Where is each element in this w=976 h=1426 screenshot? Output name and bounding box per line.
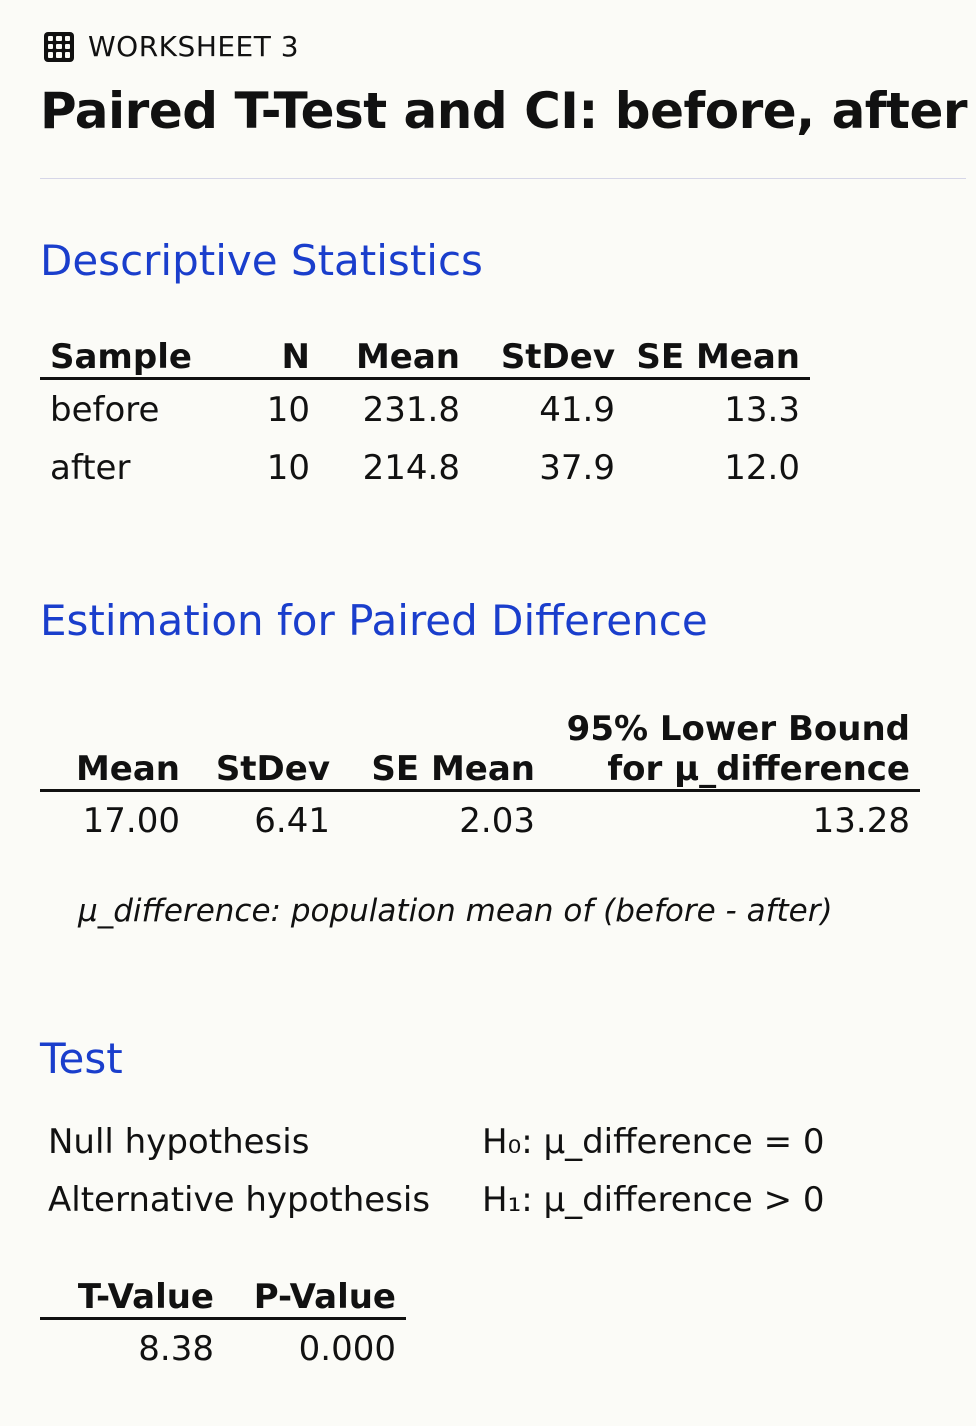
null-hypothesis-row: Null hypothesis H₀: μ_difference = 0 bbox=[48, 1122, 825, 1162]
cell: 2.03 bbox=[459, 800, 535, 841]
null-label: Null hypothesis bbox=[48, 1122, 310, 1162]
col-header: P-Value bbox=[214, 1266, 406, 1320]
cell: 8.38 bbox=[138, 1328, 214, 1369]
cell: 0.000 bbox=[298, 1328, 396, 1369]
cell: 231.8 bbox=[362, 389, 460, 430]
alt-value: H₁: μ_difference > 0 bbox=[482, 1180, 825, 1220]
table-row: after 10 214.8 37.9 12.0 bbox=[40, 440, 810, 496]
estimation-table: Mean StDev SE Mean 95% Lower Bound for μ… bbox=[40, 686, 920, 850]
cell: 10 bbox=[266, 389, 310, 430]
grid-icon bbox=[44, 31, 74, 62]
cell: 17.00 bbox=[82, 800, 180, 841]
col-header-line1: 95% Lower Bound bbox=[566, 708, 910, 749]
col-header: T-Value bbox=[40, 1266, 214, 1320]
cell: 37.9 bbox=[539, 448, 615, 488]
descriptive-table: Sample N Mean StDev SE Mean before 10 23… bbox=[40, 326, 810, 496]
worksheet-header: WORKSHEET 3 bbox=[44, 30, 299, 63]
section-heading-estimation: Estimation for Paired Difference bbox=[40, 596, 708, 645]
table-row: 17.00 6.41 2.03 13.28 bbox=[40, 790, 920, 850]
alt-label: Alternative hypothesis bbox=[48, 1180, 431, 1220]
table-row: before 10 231.8 41.9 13.3 bbox=[40, 378, 810, 440]
col-header: SE Mean bbox=[330, 686, 535, 792]
cell: 6.41 bbox=[254, 800, 330, 841]
col-header: Mean bbox=[40, 686, 180, 792]
col-header: Sample bbox=[40, 326, 230, 380]
worksheet-label: WORKSHEET 3 bbox=[88, 30, 300, 63]
cell: before bbox=[50, 389, 160, 430]
col-header: N bbox=[230, 326, 310, 380]
cell: after bbox=[50, 448, 131, 488]
cell: 41.9 bbox=[539, 389, 615, 430]
divider bbox=[40, 178, 966, 179]
cell: 12.0 bbox=[724, 448, 800, 488]
section-heading-descriptive: Descriptive Statistics bbox=[40, 236, 483, 285]
col-header: StDev bbox=[460, 326, 615, 380]
cell: 10 bbox=[266, 448, 310, 488]
cell: 13.28 bbox=[812, 800, 910, 841]
col-header-lower-bound: 95% Lower Bound for μ_difference bbox=[535, 686, 920, 792]
footnote: μ_difference: population mean of (before… bbox=[78, 893, 833, 929]
test-table: T-Value P-Value 8.38 0.000 bbox=[40, 1266, 406, 1378]
table-row: 8.38 0.000 bbox=[40, 1318, 406, 1378]
cell: 214.8 bbox=[362, 448, 460, 488]
alt-hypothesis-row: Alternative hypothesis H₁: μ_difference … bbox=[48, 1180, 825, 1220]
null-value: H₀: μ_difference = 0 bbox=[482, 1122, 825, 1162]
section-heading-test: Test bbox=[40, 1034, 123, 1083]
col-header: StDev bbox=[180, 686, 330, 792]
cell: 13.3 bbox=[724, 389, 800, 430]
col-header: SE Mean bbox=[615, 326, 810, 380]
col-header: Mean bbox=[310, 326, 460, 380]
col-header-line2: for μ_difference bbox=[607, 748, 910, 789]
page-title: Paired T-Test and CI: before, after bbox=[40, 82, 968, 140]
